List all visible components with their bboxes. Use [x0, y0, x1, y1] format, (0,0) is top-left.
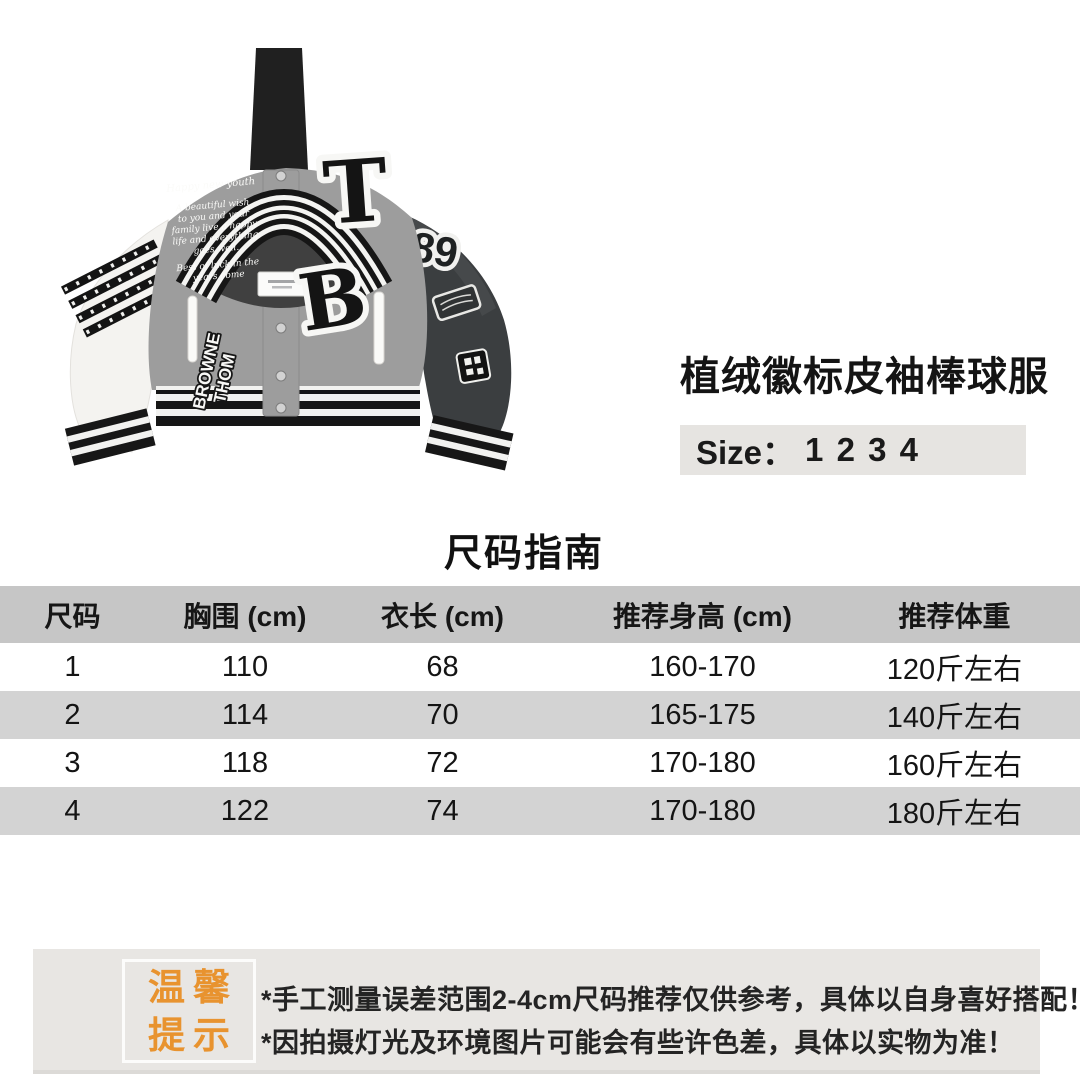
table-cell: 140斤左右 [865, 691, 1080, 739]
table-cell: 165-175 [540, 691, 865, 739]
product-photo-baseball-jacket: 89 [60, 48, 514, 471]
table-cell: 110 [145, 643, 345, 691]
letter-patch-T: T [314, 133, 398, 251]
column-header: 推荐身高 (cm) [540, 586, 865, 643]
size-values: 1 2 3 4 [805, 431, 920, 468]
table-cell: 114 [145, 691, 345, 739]
size-guide-heading: 尺码指南 [443, 533, 604, 575]
note-line: *因拍摄灯光及环境图片可能会有些许色差，具体以实物为准！ [261, 1027, 1015, 1058]
table-cell: 3 [0, 739, 145, 787]
svg-text:goes well.: goes well. [193, 243, 239, 257]
column-header: 衣长 (cm) [345, 586, 540, 643]
hanger-icon [250, 48, 308, 170]
letter-patch-B: B [287, 244, 378, 356]
size-label: Size： [696, 434, 796, 471]
column-header: 尺码 [0, 586, 145, 643]
column-header: 胸围 (cm) [145, 586, 345, 643]
size-options-bar: Size： 1 2 3 4 [680, 425, 1026, 475]
jacket-left-sleeve [60, 219, 180, 466]
table-cell: 160-170 [540, 643, 865, 691]
svg-text:B: B [293, 250, 372, 350]
left-cuff [64, 408, 156, 466]
ribbed-collar [175, 189, 393, 304]
note-line: *手工测量误差范围2-4cm尺码推荐仅供参考，具体以自身喜好搭配！ [261, 985, 1080, 1015]
product-title: 植绒徽标皮袖棒球服 [680, 355, 1049, 399]
left-pocket-piping [187, 295, 198, 363]
table-cell: 70 [345, 691, 540, 739]
table-cell: 2 [0, 691, 145, 739]
warm-tips-box: 温馨 提示 [122, 959, 256, 1063]
svg-text:T: T [320, 140, 391, 245]
table-cell: 72 [345, 739, 540, 787]
table-cell: 170-180 [540, 739, 865, 787]
notice-notes: *手工测量误差范围2-4cm尺码推荐仅供参考，具体以自身喜好搭配！ *因拍摄灯光… [261, 979, 1080, 1064]
column-header: 推荐体重 [865, 586, 1080, 643]
svg-text:years come: years come [191, 269, 245, 284]
table-cell: 180斤左右 [865, 787, 1080, 835]
notice-panel: 温馨 提示 *手工测量误差范围2-4cm尺码推荐仅供参考，具体以自身喜好搭配！ … [33, 949, 1080, 1074]
table-cell: 170-180 [540, 787, 865, 835]
neck-brand-label [257, 271, 307, 297]
table-cell: 1 [0, 643, 145, 691]
right-pocket-piping [373, 291, 385, 365]
warm-tips-line2: 提示 [148, 1015, 238, 1056]
warm-tips-line1: 温馨 [148, 967, 238, 1008]
right-cuff [425, 415, 514, 471]
table-cell: 68 [345, 643, 540, 691]
table-cell: 122 [145, 787, 345, 835]
size-table: 尺码 胸围 (cm) 衣长 (cm) 推荐身高 (cm) 推荐体重 1 110 68 160-1… [0, 586, 1080, 835]
banner-patch [431, 284, 482, 322]
jacket-right-sleeve: 89 [402, 216, 514, 471]
table-cell: 118 [145, 739, 345, 787]
table-cell: 4 [0, 787, 145, 835]
pixel-patch [455, 348, 492, 384]
table-cell: 160斤左右 [865, 739, 1080, 787]
table-cell: 120斤左右 [865, 643, 1080, 691]
table-cell: 74 [345, 787, 540, 835]
